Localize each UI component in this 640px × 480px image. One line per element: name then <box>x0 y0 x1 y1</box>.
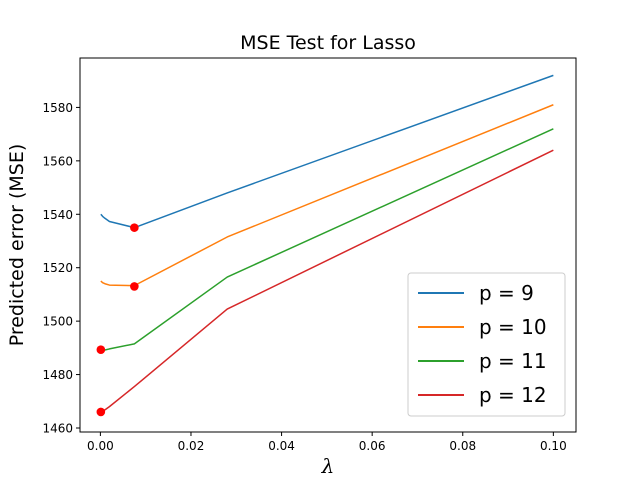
y-tick-label: 1520 <box>42 261 73 275</box>
legend-label-2: p = 10 <box>479 315 547 339</box>
y-tick-label: 1540 <box>42 208 73 222</box>
x-tick-label: 0.08 <box>449 439 476 453</box>
chart-title: MSE Test for Lasso <box>240 32 416 54</box>
x-tick-label: 0.02 <box>178 439 205 453</box>
legend-label-4: p = 12 <box>479 383 547 407</box>
legend-label-3: p = 11 <box>479 349 547 373</box>
y-tick-label: 1460 <box>42 421 73 435</box>
legend: p = 9 p = 10 p = 11 p = 12 <box>407 272 566 417</box>
x-axis-label: λ <box>321 454 335 478</box>
x-tick-label: 0.10 <box>540 439 567 453</box>
series-line-2 <box>100 104 554 287</box>
y-axis-label: Predicted error (MSE) <box>6 144 28 347</box>
min-point-3 <box>96 345 106 355</box>
legend-label-1: p = 9 <box>479 281 534 305</box>
legend-box <box>407 272 566 417</box>
y-tick-label: 1500 <box>42 315 73 329</box>
min-markers <box>96 223 139 417</box>
plot-frame <box>79 57 577 433</box>
min-point-1 <box>130 223 139 232</box>
y-axis-ticks: 1460 1480 1500 1520 1540 1560 1580 <box>42 101 80 435</box>
y-tick-label: 1580 <box>42 101 73 115</box>
y-tick-label: 1480 <box>42 368 73 382</box>
x-axis-ticks: 0.00 0.02 0.04 0.06 0.08 0.10 <box>87 432 567 453</box>
y-tick-label: 1560 <box>42 154 73 168</box>
x-tick-label: 0.04 <box>268 439 295 453</box>
x-tick-label: 0.06 <box>359 439 386 453</box>
x-tick-label: 0.00 <box>87 439 114 453</box>
series-line-1 <box>100 74 554 229</box>
min-point-4 <box>96 407 106 417</box>
min-point-2 <box>130 282 139 291</box>
